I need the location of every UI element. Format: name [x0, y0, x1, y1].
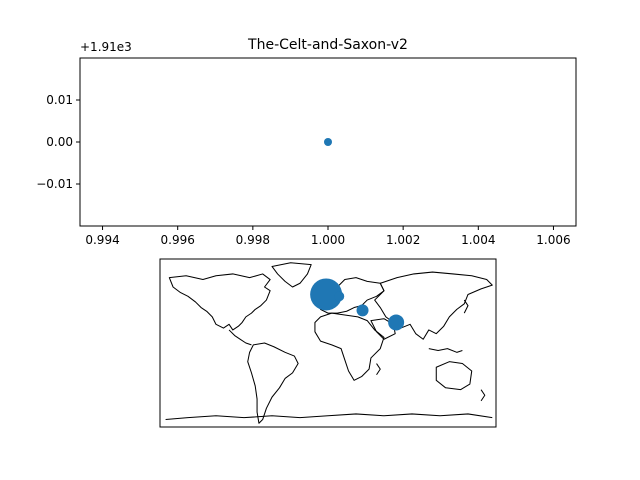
map-bubble — [334, 291, 345, 302]
africa-coast — [314, 312, 385, 381]
map-frame — [159, 258, 497, 428]
antarctica-coast — [165, 413, 493, 421]
x-tick-label: 0.996 — [161, 233, 195, 247]
map-bubble — [310, 278, 343, 311]
scatter-chart: The-Celt-and-Saxon-v2 +1.91e3 0.994 0.996… — [36, 37, 577, 247]
y-axis-ticks: 0.01 0.00 −0.01 — [36, 93, 80, 191]
madagascar-coast — [376, 363, 381, 376]
map-content — [165, 262, 493, 424]
y-tick-label: 0.01 — [46, 93, 73, 107]
australia-coast — [435, 361, 473, 391]
x-tick-label: 0.994 — [85, 233, 119, 247]
x-axis-ticks: 0.994 0.996 0.998 1.000 1.002 1.004 1.006 — [85, 226, 571, 247]
indonesia-coast — [428, 348, 463, 353]
arabia-coast — [370, 318, 396, 340]
south-america-coast — [247, 342, 299, 424]
x-tick-label: 1.004 — [461, 233, 495, 247]
coastlines — [165, 262, 493, 424]
greenland-coast — [271, 262, 312, 288]
new-zealand-coast — [480, 389, 486, 402]
scatter-series — [324, 138, 332, 146]
map-bubble — [356, 304, 369, 317]
x-tick-label: 1.000 — [311, 233, 345, 247]
map-bubble — [388, 314, 405, 331]
y-offset-label: +1.91e3 — [80, 40, 132, 54]
asia-coast — [374, 271, 493, 340]
x-tick-label: 0.998 — [236, 233, 270, 247]
x-tick-label: 1.002 — [386, 233, 420, 247]
chart-title: The-Celt-and-Saxon-v2 — [247, 37, 408, 53]
central-america-coast — [228, 329, 252, 346]
map-bubbles — [310, 278, 405, 331]
north-america-coast — [168, 273, 271, 331]
y-tick-label: 0.00 — [46, 135, 73, 149]
scatter-point — [324, 138, 332, 146]
y-tick-label: −0.01 — [36, 177, 73, 191]
x-tick-label: 1.006 — [536, 233, 570, 247]
world-map — [159, 258, 497, 428]
japan-coast — [463, 299, 469, 314]
